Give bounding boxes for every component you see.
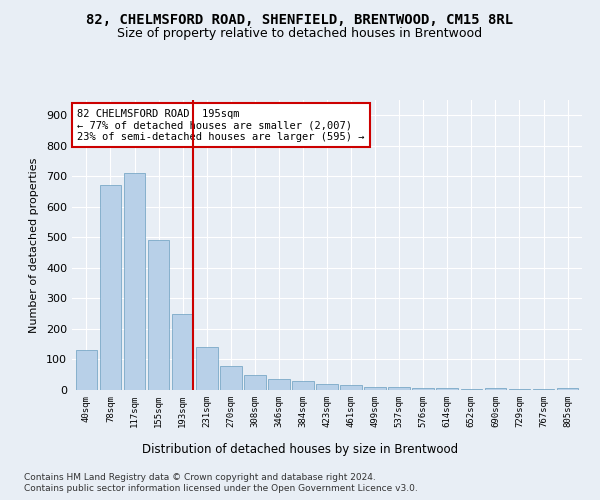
Bar	[268, 380, 290, 390]
Y-axis label: Number of detached properties: Number of detached properties	[29, 158, 39, 332]
Bar	[124, 174, 145, 390]
Text: 82 CHELMSFORD ROAD: 195sqm
← 77% of detached houses are smaller (2,007)
23% of s: 82 CHELMSFORD ROAD: 195sqm ← 77% of deta…	[77, 108, 365, 142]
Bar	[148, 240, 169, 390]
Text: Size of property relative to detached houses in Brentwood: Size of property relative to detached ho…	[118, 28, 482, 40]
Bar	[364, 387, 386, 390]
Bar	[412, 388, 434, 390]
Bar	[485, 388, 506, 390]
Text: 82, CHELMSFORD ROAD, SHENFIELD, BRENTWOOD, CM15 8RL: 82, CHELMSFORD ROAD, SHENFIELD, BRENTWOO…	[86, 12, 514, 26]
Bar	[292, 381, 314, 390]
Bar	[76, 350, 97, 390]
Bar	[196, 348, 218, 390]
Bar	[316, 384, 338, 390]
Text: Contains HM Land Registry data © Crown copyright and database right 2024.: Contains HM Land Registry data © Crown c…	[24, 472, 376, 482]
Bar	[244, 374, 266, 390]
Bar	[388, 387, 410, 390]
Bar	[436, 388, 458, 390]
Bar	[340, 386, 362, 390]
Text: Distribution of detached houses by size in Brentwood: Distribution of detached houses by size …	[142, 442, 458, 456]
Bar	[100, 186, 121, 390]
Bar	[220, 366, 242, 390]
Text: Contains public sector information licensed under the Open Government Licence v3: Contains public sector information licen…	[24, 484, 418, 493]
Bar	[172, 314, 193, 390]
Bar	[557, 388, 578, 390]
